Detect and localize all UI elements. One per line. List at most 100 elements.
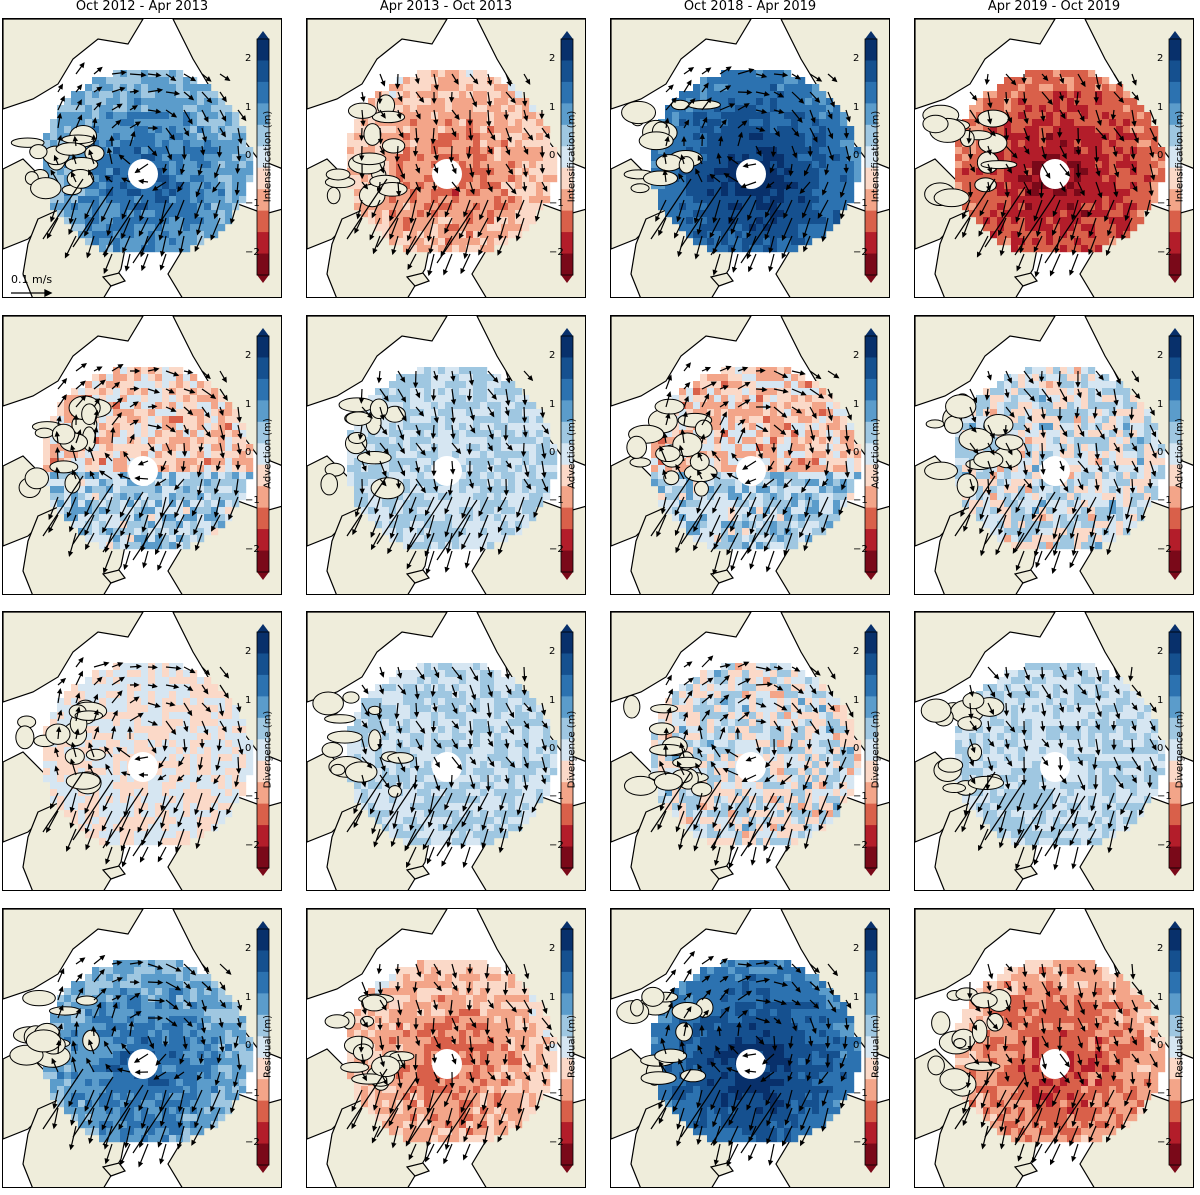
- field-cell: [396, 119, 404, 127]
- field-cell: [763, 70, 771, 78]
- field-cell: [410, 105, 418, 113]
- field-cell: [522, 105, 530, 113]
- field-cell: [1116, 472, 1124, 480]
- field-cell: [1018, 91, 1026, 99]
- field-cell: [728, 133, 736, 141]
- field-cell: [176, 402, 184, 410]
- field-cell: [120, 416, 128, 424]
- field-cell: [190, 430, 198, 438]
- field-cell: [92, 231, 100, 239]
- field-cell: [57, 189, 65, 197]
- field-cell: [728, 238, 736, 246]
- field-cell: [819, 203, 827, 211]
- field-cell: [120, 367, 128, 375]
- field-cell: [700, 444, 708, 452]
- field-cell: [833, 451, 841, 459]
- field-cell: [417, 479, 425, 487]
- field-cell: [672, 112, 680, 120]
- field-cell: [410, 140, 418, 148]
- field-cell: [197, 112, 205, 120]
- field-cell: [763, 528, 771, 536]
- field-cell: [672, 500, 680, 508]
- field-cell: [127, 182, 135, 190]
- field-cell: [714, 437, 722, 445]
- field-cell: [707, 119, 715, 127]
- field-cell: [840, 486, 848, 494]
- colorbar-label: Intensification (m): [566, 110, 578, 203]
- field-cell: [1151, 196, 1159, 204]
- field-cell: [190, 374, 198, 382]
- field-cell: [707, 210, 715, 218]
- field-cell: [347, 140, 355, 148]
- colorbar-tick-label: −1: [549, 495, 564, 507]
- colorbar-label: Advection (m): [870, 418, 882, 489]
- field-cell: [389, 238, 397, 246]
- field-cell: [204, 147, 212, 155]
- field-cell: [134, 224, 142, 232]
- field-cell: [501, 231, 509, 239]
- field-cell: [686, 224, 694, 232]
- field-cell: [120, 479, 128, 487]
- field-cell: [777, 395, 785, 403]
- field-cell: [1025, 126, 1033, 134]
- field-cell: [1060, 402, 1068, 410]
- field-cell: [1109, 210, 1117, 218]
- field-cell: [218, 147, 226, 155]
- field-cell: [417, 500, 425, 508]
- field-cell: [85, 231, 93, 239]
- field-cell: [1011, 189, 1019, 197]
- field-cell: [120, 112, 128, 120]
- field-cell: [162, 535, 170, 543]
- archipelago-coastlines: [320, 397, 406, 500]
- field-cell: [791, 374, 799, 382]
- field-cell: [714, 402, 722, 410]
- field-cell: [403, 91, 411, 99]
- field-cell: [445, 154, 453, 162]
- field-cell: [728, 147, 736, 155]
- field-cell: [812, 444, 820, 452]
- field-cell: [424, 84, 432, 92]
- field-cell: [204, 224, 212, 232]
- field-cell: [85, 479, 93, 487]
- field-cell: [396, 521, 404, 529]
- field-cell: [1046, 402, 1054, 410]
- field-cell: [155, 374, 163, 382]
- field-cell: [721, 147, 729, 155]
- field-cell: [1088, 70, 1096, 78]
- field-cell: [183, 437, 191, 445]
- field-cell: [389, 126, 397, 134]
- field-cell: [417, 388, 425, 396]
- field-cell: [763, 105, 771, 113]
- field-cell: [714, 472, 722, 480]
- field-cell: [819, 437, 827, 445]
- field-cell: [403, 430, 411, 438]
- field-cell: [749, 388, 757, 396]
- field-cell: [728, 210, 736, 218]
- field-cell: [438, 133, 446, 141]
- field-cell: [763, 126, 771, 134]
- field-cell: [431, 245, 439, 253]
- field-cell: [78, 388, 86, 396]
- field-cell: [197, 381, 205, 389]
- field-cell: [969, 168, 977, 176]
- field-cell: [784, 500, 792, 508]
- field-cell: [85, 500, 93, 508]
- field-cell: [1004, 182, 1012, 190]
- colorbar: [1168, 31, 1182, 283]
- field-cell: [99, 140, 107, 148]
- field-cell: [148, 507, 156, 515]
- field-cell: [1144, 203, 1152, 211]
- field-cell: [1123, 451, 1131, 459]
- field-cell: [1011, 423, 1019, 431]
- field-cell: [1109, 231, 1117, 239]
- field-cell: [784, 430, 792, 438]
- field-cell: [424, 458, 432, 466]
- field-cell: [812, 500, 820, 508]
- field-cell: [190, 168, 198, 176]
- field-cell: [700, 402, 708, 410]
- field-cell: [92, 493, 100, 501]
- field-cell: [1018, 402, 1026, 410]
- field-cell: [714, 507, 722, 515]
- field-cell: [700, 182, 708, 190]
- field-cell: [847, 168, 855, 176]
